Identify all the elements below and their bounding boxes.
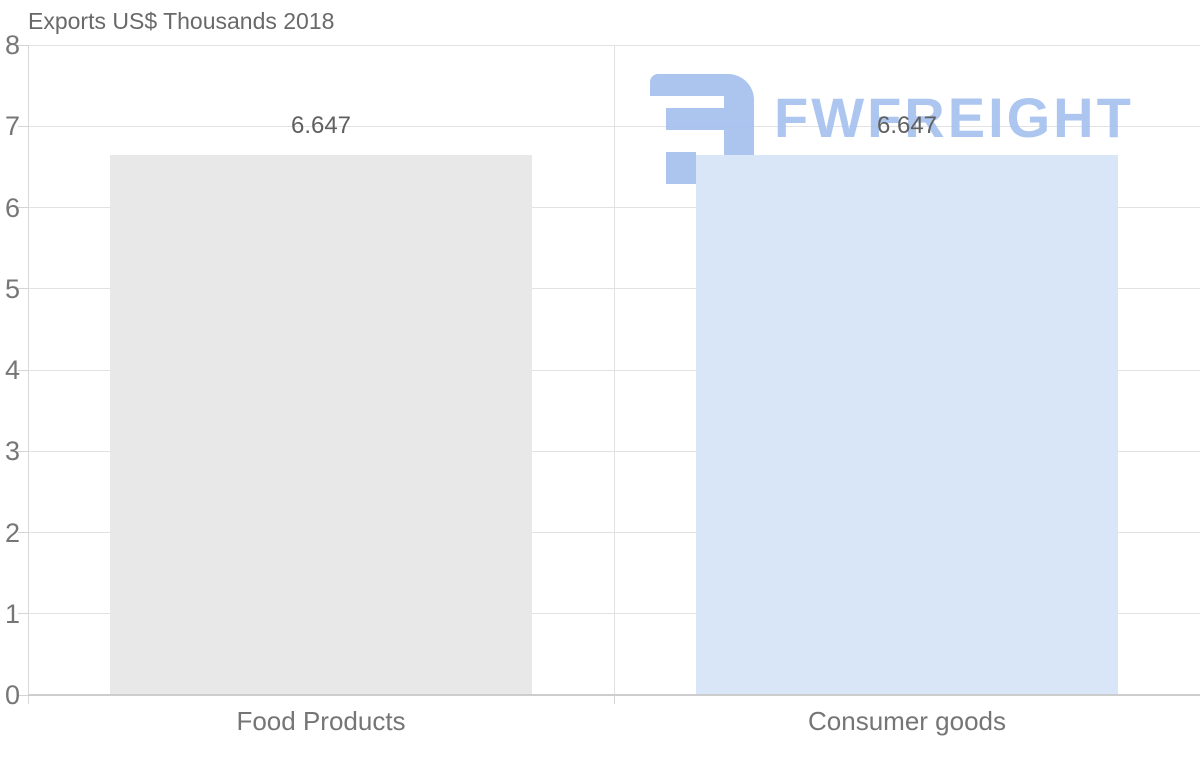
y-axis-tick <box>18 613 28 615</box>
bar-food-products <box>110 154 532 694</box>
y-tick-label: 7 <box>4 111 20 142</box>
y-tick-label: 1 <box>4 598 20 629</box>
y-tick-label: 4 <box>4 355 20 385</box>
y-axis-line <box>28 45 29 703</box>
y-tick-label: 6 <box>4 192 20 223</box>
y-axis-tick <box>18 450 28 452</box>
y-tick-label: 8 <box>4 30 20 60</box>
y-axis-tick <box>18 207 28 208</box>
bar-value-label: 6.647 <box>290 111 352 139</box>
y-axis-tick <box>18 369 28 371</box>
y-tick-label: 3 <box>4 436 20 467</box>
x-category-label: Consumer goods <box>808 706 1006 736</box>
y-axis-tick <box>18 288 28 290</box>
y-axis-tick <box>18 44 28 46</box>
category-splitline <box>613 45 615 695</box>
y-tick-label: 2 <box>4 517 20 548</box>
x-axis-tick <box>613 695 615 704</box>
y-axis-tick <box>18 694 28 696</box>
chart-title: Exports US$ Thousands 2018 <box>28 8 335 34</box>
bar-consumer-goods <box>696 154 1118 694</box>
y-axis-tick <box>18 532 28 533</box>
x-axis-line <box>28 694 1200 696</box>
fwfreight-logo-text: FWFREIGHT <box>774 86 1134 149</box>
y-axis-tick <box>18 125 28 127</box>
y-tick-label: 5 <box>4 273 20 304</box>
bar-value-label: 6.647 <box>876 111 938 139</box>
x-category-label: Food Products <box>236 706 406 736</box>
y-tick-label: 0 <box>4 680 20 710</box>
